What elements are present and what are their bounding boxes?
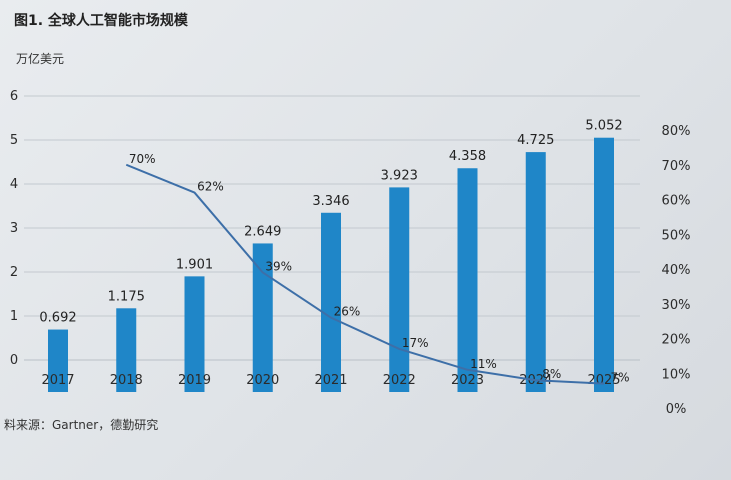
bar xyxy=(594,137,614,392)
bar-value-label: 0.692 xyxy=(39,311,76,326)
bar xyxy=(48,329,68,392)
line-value-label: 26% xyxy=(334,305,361,319)
y-tick-label: 0 xyxy=(10,353,18,368)
x-tick-label: 2023 xyxy=(451,373,484,388)
x-tick-label: 2022 xyxy=(383,373,416,388)
x-tick-label: 2021 xyxy=(314,373,347,388)
bar xyxy=(389,187,410,392)
bar xyxy=(457,168,478,392)
bar-value-label: 1.901 xyxy=(176,257,213,272)
bar-value-label: 2.649 xyxy=(244,224,281,239)
y2-tick-label: 20% xyxy=(662,333,691,348)
y2-tick-label: 0% xyxy=(666,402,687,417)
x-tick-label: 2017 xyxy=(41,373,74,388)
line-value-label: 39% xyxy=(265,259,292,273)
source-note: 料来源：Gartner，德勤研究 xyxy=(4,418,159,432)
x-tick-label: 2018 xyxy=(110,373,143,388)
growth-rate-line xyxy=(125,163,605,385)
bar-value-label: 4.725 xyxy=(517,133,554,148)
line-value-label: 11% xyxy=(470,357,497,371)
y-tick-label: 5 xyxy=(10,133,18,148)
line-value-label: 8% xyxy=(542,367,561,381)
bar-value-label: 5.052 xyxy=(585,119,622,134)
line-value-label: 17% xyxy=(402,336,429,350)
y-tick-label: 3 xyxy=(10,221,18,236)
line-value-label: 70% xyxy=(129,152,156,166)
bar xyxy=(252,243,273,392)
y2-tick-label: 70% xyxy=(662,159,691,174)
y-tick-label: 2 xyxy=(10,265,18,280)
bar-value-label: 3.346 xyxy=(312,194,349,209)
y2-tick-label: 10% xyxy=(662,367,691,382)
bar xyxy=(321,212,341,392)
y2-tick-label: 60% xyxy=(662,194,691,209)
line-value-label: 62% xyxy=(197,180,224,194)
bar xyxy=(116,308,137,392)
x-tick-label: 2019 xyxy=(178,373,211,388)
y-tick-label: 1 xyxy=(10,309,18,324)
y2-tick-label: 80% xyxy=(662,124,691,139)
y2-tick-label: 30% xyxy=(662,298,691,313)
y-tick-label: 4 xyxy=(10,177,18,192)
y-axis-unit: 万亿美元 xyxy=(16,52,65,66)
y2-tick-label: 50% xyxy=(662,228,691,243)
x-tick-label: 2020 xyxy=(246,373,279,388)
y-tick-label: 6 xyxy=(10,89,18,104)
line-value-label: 7% xyxy=(610,371,629,385)
bar xyxy=(525,152,546,392)
bar-value-label: 4.358 xyxy=(449,149,486,164)
bar-value-label: 3.923 xyxy=(381,168,418,183)
bar xyxy=(184,276,205,392)
chart-title: 图1. 全球人工智能市场规模 xyxy=(14,13,188,29)
y2-tick-label: 40% xyxy=(662,263,691,278)
bar-value-label: 1.175 xyxy=(108,289,145,304)
